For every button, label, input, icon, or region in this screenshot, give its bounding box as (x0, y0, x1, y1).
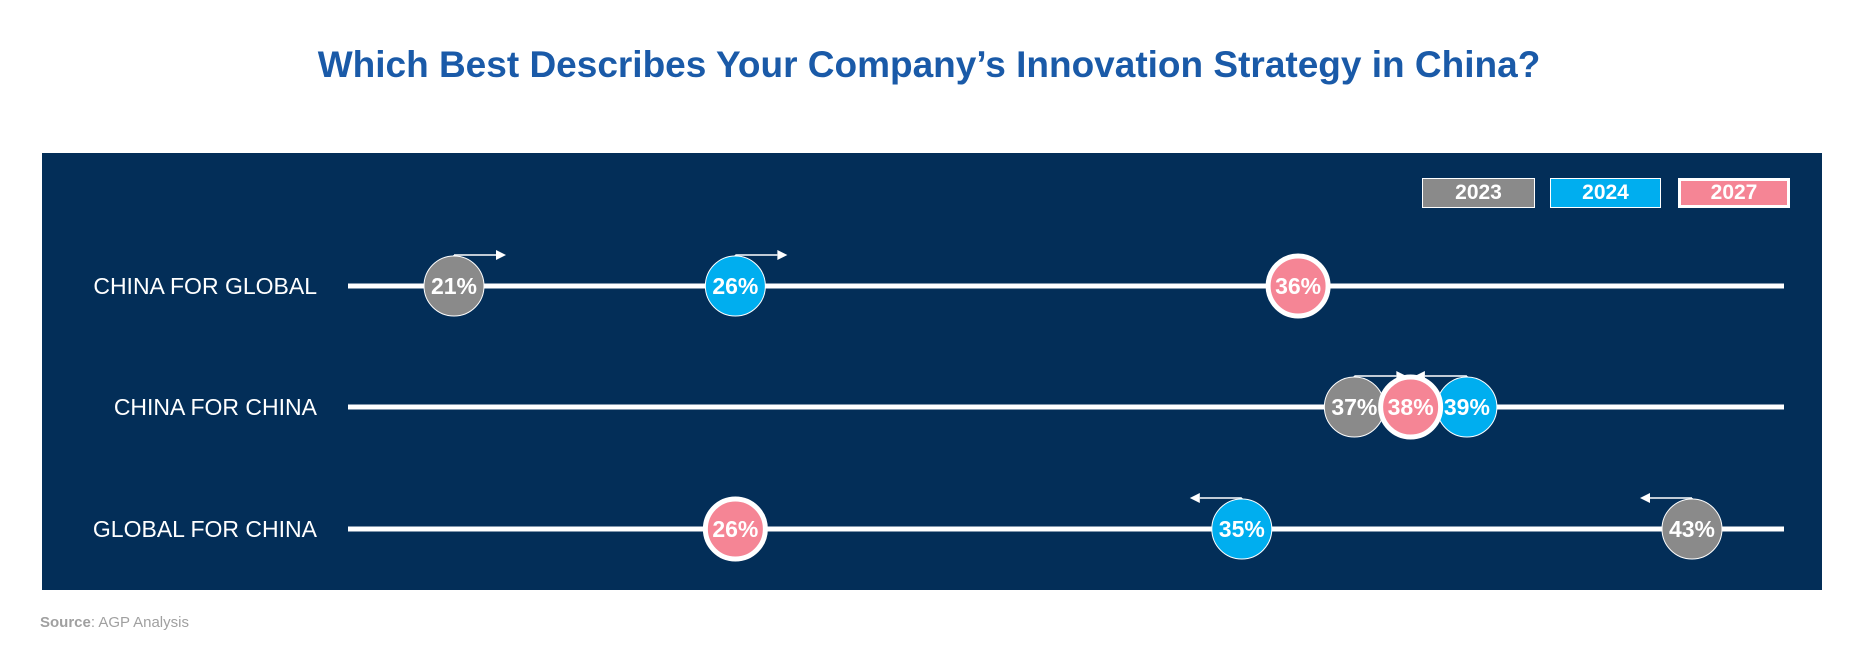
dot-2023-global-for-china (1661, 498, 1723, 560)
dot-2027-china-for-global (1265, 253, 1331, 319)
trend-arrow-head-china-for-global-2023 (496, 250, 506, 260)
data-label-2023-china-for-china: 37% (1331, 394, 1377, 420)
legend-2023: 2023 (1422, 178, 1535, 208)
dot-plot-svg: CHINA FOR GLOBAL CHINA FOR CHINA GLOBAL FO… (93, 250, 1784, 562)
legend-2027: 2027 (1678, 178, 1790, 208)
category-label-global-for-china: GLOBAL FOR CHINA (93, 516, 318, 542)
trend-arrow-head-global-for-china-2023 (1640, 493, 1650, 503)
data-label-2023-china-for-global: 21% (431, 273, 477, 299)
trend-arrow-head-china-for-global-2024 (777, 250, 788, 260)
chart-title: Which Best Describes Your Company’s Inno… (317, 44, 1541, 85)
data-label-2027-china-for-global: 36% (1275, 273, 1321, 299)
source-text: : AGP Analysis (90, 614, 189, 631)
data-label-2027-global-for-china: 26% (712, 516, 758, 542)
category-label-china-for-global: CHINA FOR GLOBAL (93, 273, 317, 299)
dot-2024-global-for-china (1211, 498, 1273, 560)
dot-2024-china-for-global (704, 255, 766, 317)
dot-2027-china-for-china (1378, 374, 1444, 440)
category-label-china-for-china: CHINA FOR CHINA (114, 394, 318, 420)
data-label-2024-china-for-global: 26% (712, 273, 758, 299)
data-label-2024-china-for-china: 39% (1444, 394, 1490, 420)
chart-panel: 2023 2024 2027 CHINA FOR GLOBAL CHINA FOR… (42, 153, 1822, 590)
source-note: Source: AGP Analysis (40, 614, 189, 631)
data-label-2027-china-for-china: 38% (1388, 394, 1434, 420)
dot-2023-china-for-global (423, 255, 485, 317)
data-label-2024-global-for-china: 35% (1219, 516, 1265, 542)
legend-2024: 2024 (1550, 178, 1661, 208)
data-label-2023-global-for-china: 43% (1669, 516, 1715, 542)
source-label: Source (40, 614, 91, 631)
trend-arrow-head-global-for-china-2024 (1189, 493, 1200, 503)
dot-2027-global-for-china (702, 496, 768, 562)
